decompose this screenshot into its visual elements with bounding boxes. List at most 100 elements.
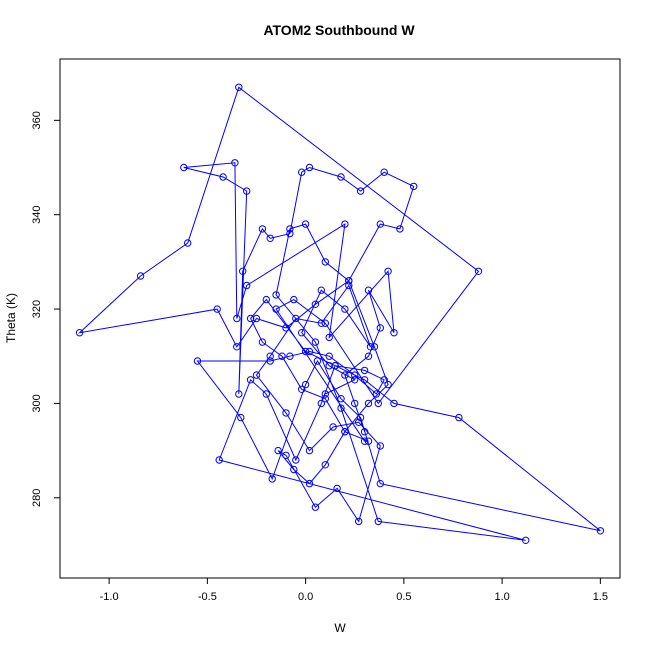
data-point (345, 281, 353, 290)
data-point (337, 404, 345, 412)
data-point (266, 352, 274, 360)
data-point (356, 413, 365, 422)
data-point (317, 399, 325, 408)
series-line (78, 86, 601, 541)
data-point (246, 376, 255, 384)
data-point (596, 527, 605, 535)
data-point (364, 399, 373, 408)
x-tick-label: 1.0 (494, 591, 509, 603)
data-point (321, 461, 329, 469)
data-point (321, 258, 329, 266)
data-point (355, 418, 363, 426)
y-axis-label: Theta (K) (4, 293, 18, 343)
data-point (184, 239, 192, 247)
data-point (341, 428, 349, 436)
data-point (321, 395, 329, 403)
data-point (337, 395, 345, 403)
data-point (278, 352, 286, 360)
data-point (301, 380, 310, 389)
data-point (213, 305, 221, 313)
data-point (325, 333, 333, 342)
data-point (356, 187, 365, 195)
data-point (243, 281, 251, 290)
data-point (364, 352, 373, 360)
data-point (237, 413, 245, 422)
data-point (317, 319, 325, 327)
data-point (298, 168, 306, 176)
data-point (311, 503, 320, 511)
data-point (290, 295, 298, 304)
plot-frame (59, 58, 621, 579)
data-point (341, 371, 349, 379)
data-point (239, 267, 247, 275)
data-point (305, 446, 314, 455)
data-point (262, 295, 270, 304)
data-point (390, 399, 398, 408)
data-point (321, 390, 329, 398)
data-point (364, 286, 373, 294)
data-point (235, 390, 243, 398)
data-point (341, 305, 349, 313)
x-tick-label: -1.0 (100, 591, 119, 603)
data-point (258, 225, 267, 233)
data-point (272, 305, 280, 313)
data-point (337, 173, 345, 181)
data-point (366, 343, 375, 351)
data-point (376, 324, 384, 332)
data-point (305, 479, 314, 488)
data-point (282, 451, 290, 459)
y-tick-label: 360 (31, 111, 43, 129)
data-point (329, 423, 337, 431)
x-tick-label: 1.5 (593, 591, 608, 603)
x-axis-label: W (334, 621, 346, 635)
data-point (235, 83, 243, 92)
data-point (311, 300, 320, 308)
data-point (455, 413, 463, 422)
y-tick-label: 340 (31, 206, 43, 224)
data-point (333, 484, 341, 493)
data-point (136, 272, 145, 280)
data-point (266, 357, 274, 365)
data-point (298, 385, 306, 393)
data-point (231, 159, 239, 167)
data-point (266, 234, 274, 243)
data-point (317, 286, 325, 294)
data-point (345, 277, 353, 285)
data-point (252, 314, 261, 323)
data-point (258, 338, 267, 346)
chart-title: ATOM2 Southbound W (263, 22, 415, 38)
data-point (341, 220, 349, 228)
data-point (384, 267, 392, 275)
data-point (380, 376, 388, 384)
data-point (233, 343, 241, 351)
x-tick-label: -0.5 (198, 591, 217, 603)
y-axis: 280 300 320 340 360 (31, 111, 61, 507)
data-point (286, 352, 294, 360)
data-point (355, 517, 363, 526)
y-tick-label: 300 (31, 394, 43, 412)
data-point (376, 220, 384, 228)
x-axis: -1.0 -0.5 0.0 0.5 1.0 1.5 (100, 577, 608, 603)
data-point (219, 173, 227, 181)
data-point (246, 314, 255, 323)
data-point (313, 357, 322, 365)
data-point (252, 371, 261, 379)
data-point (298, 329, 306, 337)
data-point (376, 479, 384, 488)
data-point (331, 362, 339, 370)
data-point (321, 319, 329, 327)
data-point (301, 220, 310, 228)
data-point (180, 163, 188, 172)
data-point (243, 187, 251, 195)
data-point (360, 376, 369, 384)
data-point (396, 225, 404, 233)
data-point (374, 399, 382, 408)
data-point (282, 409, 290, 417)
data-point (372, 390, 381, 398)
data-point (360, 428, 369, 436)
data-point (262, 390, 270, 398)
data-point (360, 366, 369, 375)
data-point (290, 465, 298, 474)
y-tick-label: 280 (31, 489, 43, 507)
